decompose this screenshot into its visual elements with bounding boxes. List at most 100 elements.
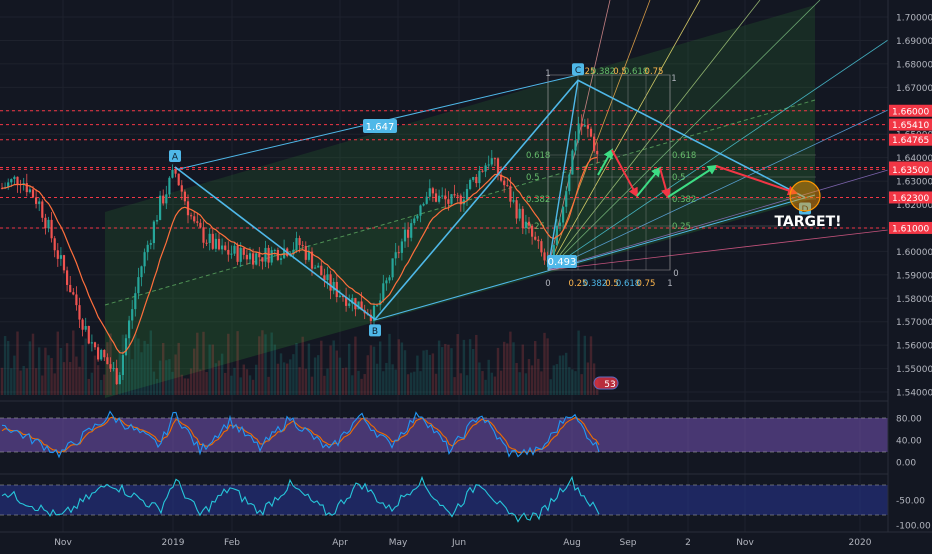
candle[interactable] xyxy=(202,227,205,243)
candle[interactable] xyxy=(509,185,512,202)
candle[interactable] xyxy=(211,233,214,249)
candle[interactable] xyxy=(258,253,261,258)
candle[interactable] xyxy=(320,265,323,276)
candle[interactable] xyxy=(438,195,441,202)
target-circle[interactable] xyxy=(789,180,821,212)
candle[interactable] xyxy=(214,238,217,249)
candle[interactable] xyxy=(208,233,211,244)
candle[interactable] xyxy=(28,189,31,193)
candle[interactable] xyxy=(593,136,596,151)
candle[interactable] xyxy=(221,245,224,250)
candle[interactable] xyxy=(112,367,115,369)
candle[interactable] xyxy=(75,294,78,306)
candle[interactable] xyxy=(81,319,84,330)
candle[interactable] xyxy=(596,150,599,155)
candle[interactable] xyxy=(428,188,431,197)
candle[interactable] xyxy=(190,215,193,217)
candle[interactable] xyxy=(413,218,416,224)
candle[interactable] xyxy=(171,169,174,178)
candle[interactable] xyxy=(44,217,47,229)
candle[interactable] xyxy=(276,249,279,260)
candle[interactable] xyxy=(128,320,131,339)
candle[interactable] xyxy=(50,219,53,239)
candle[interactable] xyxy=(245,254,248,260)
candle[interactable] xyxy=(388,277,391,281)
candle[interactable] xyxy=(317,265,320,268)
candle[interactable] xyxy=(217,238,221,250)
candle[interactable] xyxy=(183,191,186,202)
candle[interactable] xyxy=(47,219,50,229)
candle[interactable] xyxy=(261,257,264,262)
candle[interactable] xyxy=(78,305,81,320)
candle[interactable] xyxy=(174,169,177,174)
candle[interactable] xyxy=(180,185,183,192)
candle[interactable] xyxy=(515,200,518,219)
candle[interactable] xyxy=(224,245,227,250)
candle[interactable] xyxy=(351,297,354,304)
candle[interactable] xyxy=(577,123,580,141)
candle[interactable] xyxy=(131,309,134,321)
channel-lower-line[interactable] xyxy=(374,194,816,321)
candle[interactable] xyxy=(341,295,345,297)
projection-arrow-up[interactable] xyxy=(667,164,718,198)
candle[interactable] xyxy=(16,176,19,185)
candle[interactable] xyxy=(496,158,500,175)
candle[interactable] xyxy=(152,221,155,244)
candle[interactable] xyxy=(264,247,267,262)
candle[interactable] xyxy=(459,195,462,205)
candle[interactable] xyxy=(422,203,425,206)
candle[interactable] xyxy=(66,270,69,285)
candle[interactable] xyxy=(248,253,252,260)
candle[interactable] xyxy=(35,197,38,204)
candle[interactable] xyxy=(345,296,348,306)
candle[interactable] xyxy=(537,239,540,242)
candle[interactable] xyxy=(230,253,233,255)
stochastic-pane[interactable] xyxy=(0,400,932,459)
candle[interactable] xyxy=(252,253,255,265)
candle[interactable] xyxy=(416,215,419,219)
projection-arrow-down[interactable] xyxy=(715,165,798,196)
williams-r-pane[interactable] xyxy=(0,473,932,523)
candle[interactable] xyxy=(493,158,496,160)
candle[interactable] xyxy=(329,274,332,291)
candle[interactable] xyxy=(425,196,428,204)
candle[interactable] xyxy=(292,249,295,255)
abcd-points[interactable]: A B C D xyxy=(169,63,811,337)
candle[interactable] xyxy=(31,189,35,198)
candle[interactable] xyxy=(177,173,180,186)
candle[interactable] xyxy=(524,221,527,228)
candle[interactable] xyxy=(397,252,400,254)
candle[interactable] xyxy=(360,301,363,311)
candle[interactable] xyxy=(469,179,472,189)
candle[interactable] xyxy=(456,195,459,197)
projection-arrow-up[interactable] xyxy=(636,166,662,197)
candle[interactable] xyxy=(574,140,577,151)
candle[interactable] xyxy=(115,367,118,385)
candle[interactable] xyxy=(301,245,304,247)
candle[interactable] xyxy=(137,277,140,294)
candle[interactable] xyxy=(97,347,100,360)
projection-arrow-down[interactable] xyxy=(611,149,638,198)
pattern-point[interactable] xyxy=(799,202,811,215)
candle[interactable] xyxy=(391,258,394,278)
candle[interactable] xyxy=(431,188,434,194)
candle[interactable] xyxy=(580,123,583,127)
candle[interactable] xyxy=(146,244,149,253)
candle[interactable] xyxy=(571,150,574,175)
candle[interactable] xyxy=(487,164,490,166)
candle[interactable] xyxy=(372,305,376,321)
candle[interactable] xyxy=(552,245,555,258)
candle[interactable] xyxy=(555,226,558,246)
candle[interactable] xyxy=(25,183,28,193)
candle[interactable] xyxy=(56,250,59,259)
projection-arrow-down[interactable] xyxy=(659,167,671,199)
candle[interactable] xyxy=(348,303,351,306)
candle[interactable] xyxy=(400,241,403,253)
candle[interactable] xyxy=(87,326,90,344)
candle[interactable] xyxy=(314,267,317,269)
pattern-point[interactable] xyxy=(572,63,584,76)
candle[interactable] xyxy=(531,225,534,237)
candle[interactable] xyxy=(558,222,562,227)
candle[interactable] xyxy=(199,222,202,228)
